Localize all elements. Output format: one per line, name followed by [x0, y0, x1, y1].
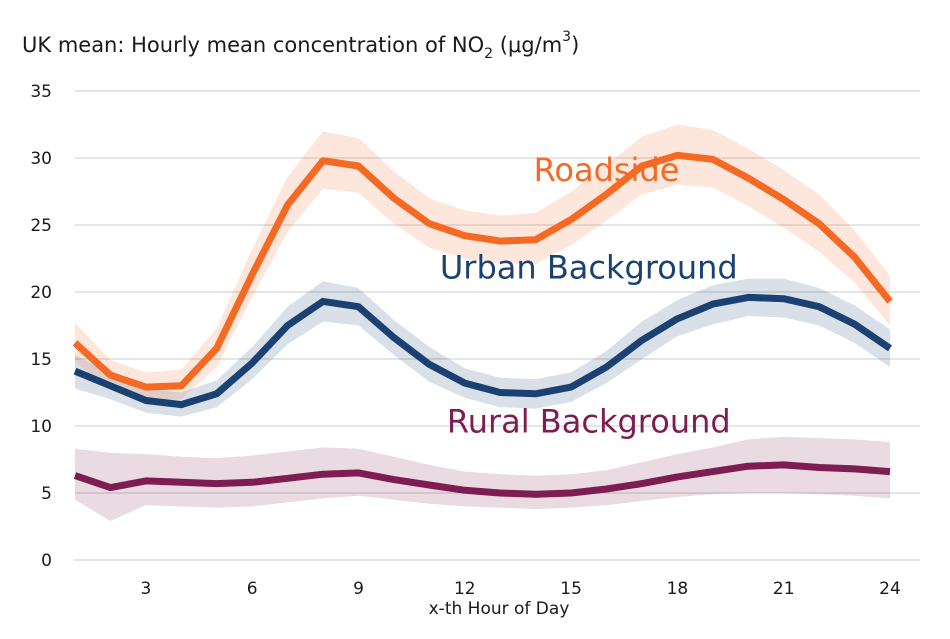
- x-tick-label: 9: [353, 579, 364, 599]
- rural-background-confidence-band: [75, 436, 890, 522]
- series-labels: Rural Background Urban Background Roadside: [440, 151, 738, 441]
- rural-background-label: Rural Background: [447, 403, 731, 441]
- x-tick-label: 6: [247, 579, 258, 599]
- x-tick-label: 21: [773, 579, 795, 599]
- x-axis-ticks: 3 6 9 12 15 18 21 24: [140, 579, 900, 599]
- y-tick-label: 35: [30, 82, 52, 102]
- roadside-line: [72, 151, 893, 391]
- y-tick-label: 25: [30, 216, 52, 236]
- x-tick-label: 18: [667, 579, 689, 599]
- gridlines: [75, 90, 920, 561]
- y-axis-ticks: 0 5 10 15 20 25 30 35: [30, 82, 52, 571]
- confidence-bands: [75, 124, 890, 522]
- x-tick-label: 15: [560, 579, 582, 599]
- urban-background-line: [73, 293, 892, 409]
- x-axis-label: x-th Hour of Day: [429, 599, 570, 619]
- x-tick-label: 3: [140, 579, 151, 599]
- roadside-label: Roadside: [534, 151, 680, 189]
- urban-background-label: Urban Background: [440, 249, 738, 287]
- x-tick-label: 24: [879, 579, 901, 599]
- y-tick-label: 5: [41, 484, 52, 504]
- rural-background-line: [73, 461, 891, 498]
- y-tick-label: 30: [30, 149, 52, 169]
- y-tick-label: 20: [30, 283, 52, 303]
- y-tick-label: 10: [30, 417, 52, 437]
- chart-title: UK mean: Hourly mean concentration of NO…: [22, 29, 579, 62]
- roadside-confidence-band: [75, 124, 890, 401]
- y-tick-label: 15: [30, 350, 52, 370]
- y-tick-label: 0: [41, 551, 52, 571]
- x-tick-label: 12: [454, 579, 476, 599]
- series-lines: [72, 151, 893, 498]
